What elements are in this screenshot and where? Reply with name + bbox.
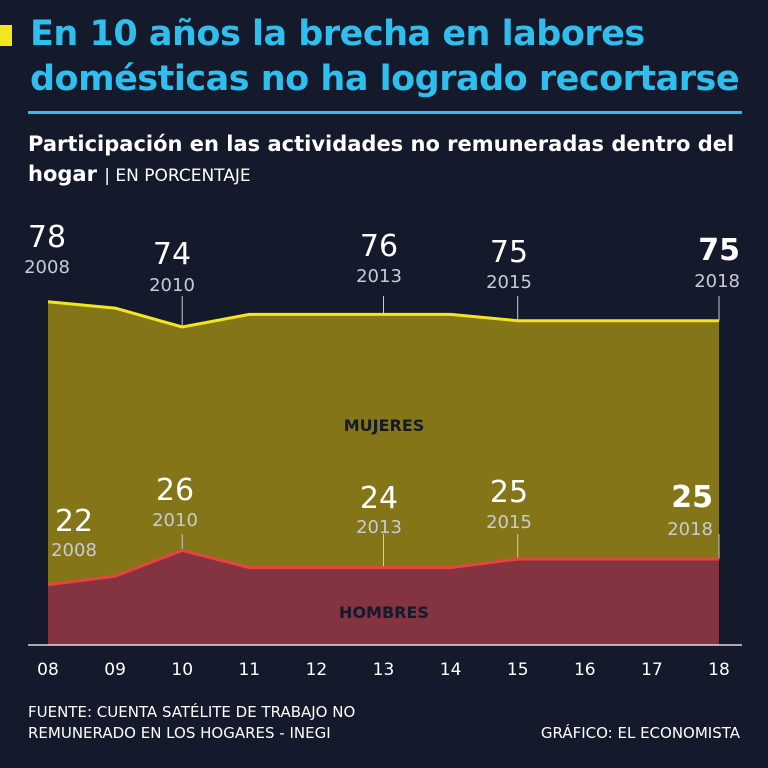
page-title: En 10 años la brecha en labores doméstic… bbox=[30, 14, 740, 99]
title-accent-block bbox=[0, 25, 12, 46]
men-value-label: 24 bbox=[360, 481, 398, 516]
men-area bbox=[48, 550, 719, 645]
x-tick-label: 18 bbox=[708, 660, 730, 680]
title-divider bbox=[28, 111, 742, 114]
men-year-label: 2018 bbox=[667, 519, 713, 540]
women-value-label: 78 bbox=[28, 220, 66, 255]
x-tick-label: 10 bbox=[171, 660, 193, 680]
women-year-label: 2018 bbox=[694, 271, 740, 292]
chart-subtitle: Participación en las actividades no remu… bbox=[28, 129, 748, 191]
men-series-label: HOMBRES bbox=[339, 603, 429, 622]
women-year-label: 2008 bbox=[24, 257, 70, 278]
credit-note: GRÁFICO: EL ECONOMISTA bbox=[540, 724, 740, 742]
x-tick-label: 14 bbox=[440, 660, 462, 680]
x-tick-label: 16 bbox=[574, 660, 596, 680]
men-value-label: 25 bbox=[671, 480, 713, 515]
x-tick-label: 15 bbox=[507, 660, 529, 680]
area-chart: 08 09 10 11 12 13 14 15 16 17 18MUJERESHOMBRES7820… bbox=[24, 220, 742, 680]
unit-label: | EN PORCENTAJE bbox=[104, 166, 251, 186]
women-series-label: MUJERES bbox=[344, 416, 425, 435]
x-tick-label: 17 bbox=[641, 660, 663, 680]
x-tick-label: 08 bbox=[37, 660, 59, 680]
men-value-label: 25 bbox=[490, 475, 528, 510]
men-year-label: 2015 bbox=[486, 512, 532, 533]
men-value-label: 22 bbox=[55, 504, 93, 539]
men-value-label: 26 bbox=[156, 473, 194, 508]
men-year-label: 2010 bbox=[152, 510, 198, 531]
x-tick-label: 09 bbox=[104, 660, 126, 680]
women-year-label: 2010 bbox=[149, 275, 195, 296]
x-tick-label: 12 bbox=[306, 660, 328, 680]
women-series-line bbox=[47, 300, 719, 329]
men-year-label: 2013 bbox=[356, 517, 402, 538]
women-value-label: 75 bbox=[490, 235, 528, 270]
women-year-label: 2015 bbox=[486, 272, 532, 293]
men-year-label: 2008 bbox=[51, 540, 97, 561]
women-value-label: 76 bbox=[360, 229, 398, 264]
women-value-label: 74 bbox=[153, 237, 191, 272]
men-series-line bbox=[47, 548, 719, 587]
source-note: FUENTE: CUENTA SATÉLITE DE TRABAJO NO RE… bbox=[28, 703, 356, 742]
x-tick-label: 13 bbox=[373, 660, 395, 680]
x-tick-label: 11 bbox=[238, 660, 260, 680]
women-year-label: 2013 bbox=[356, 266, 402, 287]
women-value-label: 75 bbox=[698, 233, 740, 268]
women-area bbox=[48, 301, 719, 585]
subtitle-text: Participación en las actividades no remu… bbox=[28, 132, 735, 186]
